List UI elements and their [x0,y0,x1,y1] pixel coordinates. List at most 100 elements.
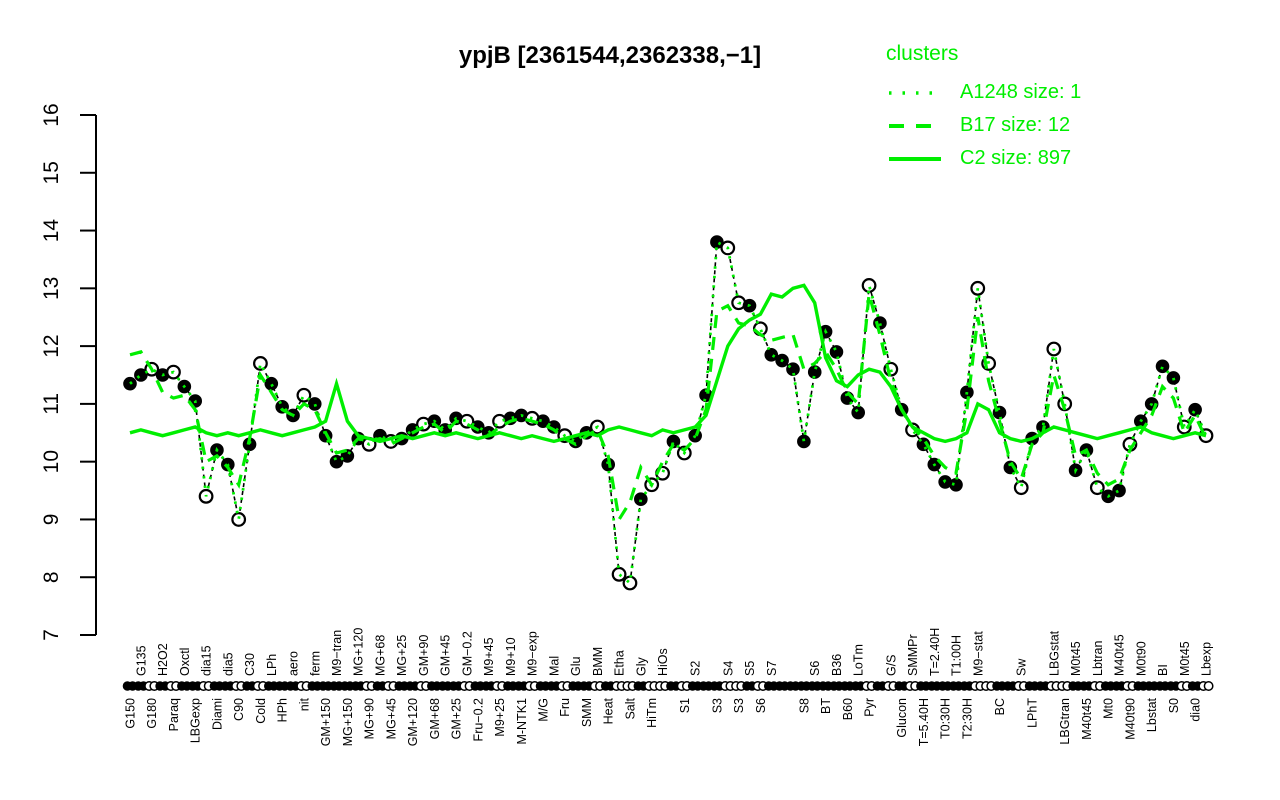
condition-label: BC [993,698,1007,715]
condition-label: Diami [210,698,224,730]
condition-label: dia0 [1189,698,1203,722]
condition-label: BI [1156,664,1170,676]
condition-label: Cold [254,698,268,724]
condition-label: Lbstat [1145,697,1159,732]
y-tick-label: 13 [40,277,63,300]
condition-label: G150 [124,698,138,729]
condition-label: M9+25 [493,698,507,737]
condition-label: Oxctl [178,648,192,676]
condition-label: M0t90 [1134,641,1148,676]
y-tick-label: 12 [40,334,63,357]
open-point [861,278,877,293]
condition-label: S0 [1167,698,1181,713]
condition-label: S7 [765,661,779,676]
condition-label: M9+10 [504,637,518,676]
condition-label: LPhT [1026,698,1040,728]
condition-label: Pyr [863,698,877,717]
condition-label: M9−stat [971,631,985,676]
condition-label: Fru [558,698,572,717]
condition-label: Paraq [167,698,181,731]
y-tick-label: 15 [40,161,63,184]
condition-label: nit [297,697,311,711]
condition-label: G/S [884,654,898,676]
condition-label: HiOs [656,648,670,676]
condition-label: dia5 [221,652,235,676]
filled-point [764,347,779,362]
condition-label: Lbexp [1200,642,1214,676]
condition-label: Glucon [895,698,909,738]
condition-label: GM+25 [450,698,464,739]
y-tick-label: 11 [40,393,63,415]
y-tick-label: 10 [40,450,63,473]
condition-label: M9+45 [482,637,496,676]
condition-label: Sw [1015,658,1029,676]
open-point [253,356,268,371]
condition-label: GM+120 [406,698,420,746]
filled-point [634,492,648,507]
dotted-line-swatch [889,90,941,95]
condition-label: S6 [808,661,822,676]
condition-label: S6 [754,698,768,713]
filled-point [949,477,963,492]
condition-label: MG+68 [373,635,387,676]
condition-label: Heat [602,697,616,724]
condition-label: Glu [569,657,583,677]
condition-label: Etha [613,650,627,676]
legend-item-label: B17 size: 12 [960,114,1071,136]
filled-point [1155,359,1170,374]
condition-label: HiTm [645,698,659,728]
y-axis: 7 8 9 10 11 12 13 14 15 16 [40,103,97,641]
y-tick-label: 16 [40,103,63,126]
condition-label: C90 [232,698,246,721]
condition-label: LPh [265,654,279,676]
condition-label: MG+25 [395,635,409,676]
condition-label: MG+45 [384,698,398,739]
filled-point [264,376,279,391]
condition-label: M0t45 [1069,641,1083,676]
condition-label: H2O2 [156,643,170,676]
condition-label: M40t90 [1123,698,1137,740]
condition-label: B60 [841,698,855,720]
condition-rug [122,681,1214,691]
condition-label: M40t45 [1113,634,1127,676]
solid-line-swatch [889,156,941,161]
chart-title: ypjB [2361544,2362338,−1] [458,42,762,69]
open-point [611,566,627,582]
open-point [622,575,638,591]
condition-label: SMMPr [906,634,920,676]
condition-label: S1 [678,698,692,713]
condition-label: GM−0.2 [460,631,474,676]
condition-label: S2 [689,661,703,676]
rug-marker [1203,681,1214,691]
condition-label: Lbtran [1091,641,1105,676]
legend-title: clusters [886,42,959,65]
condition-label: M0t45 [1178,641,1192,676]
condition-label: T=2.40H [928,628,942,676]
legend-item-b17: B17 size: 12 [886,109,1081,142]
condition-label: SMM [580,698,594,727]
condition-label: LBGstat [1047,630,1061,676]
condition-label: MG+120 [352,628,366,676]
condition-label: GM+68 [428,698,442,739]
condition-label: GM+150 [319,698,333,746]
condition-label: MG+150 [341,698,355,746]
condition-label: G180 [145,698,159,729]
condition-label: G135 [134,645,148,676]
condition-label: T=5.40H [917,698,931,746]
cluster-legend: clusters A1248 size: 1 B17 size: 12 C2 s… [886,42,1081,175]
condition-label: Mt0 [1102,698,1116,719]
condition-label: MG+90 [363,698,377,739]
condition-label: M9−tran [330,630,344,676]
filled-point [797,434,811,449]
condition-label: M-NTK1 [515,698,529,745]
condition-label: M40t45 [1080,698,1094,740]
open-point [231,512,247,527]
condition-label: S8 [797,698,811,713]
condition-label: M9−exp [526,631,540,676]
dashed-line-swatch [889,123,941,128]
condition-label: C30 [243,653,257,676]
filled-point [666,434,681,449]
filled-point [829,345,844,359]
filled-point [307,397,322,411]
condition-label: M/G [537,698,551,722]
